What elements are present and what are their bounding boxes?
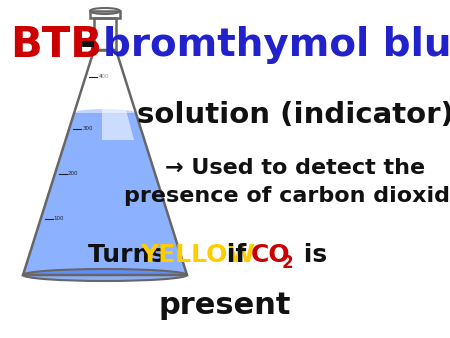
Text: bromthymol blue: bromthymol blue: [103, 26, 450, 64]
Text: Turns: Turns: [88, 243, 174, 267]
Ellipse shape: [74, 109, 136, 117]
Text: solution (indicator): solution (indicator): [136, 101, 450, 129]
Polygon shape: [102, 65, 134, 140]
Text: if: if: [218, 243, 255, 267]
Text: BTB: BTB: [10, 24, 102, 66]
Text: presence of carbon dioxide: presence of carbon dioxide: [125, 186, 450, 206]
Text: YELLOW: YELLOW: [140, 243, 255, 267]
Text: is: is: [295, 243, 327, 267]
Text: 200: 200: [68, 171, 78, 176]
Text: 2: 2: [282, 254, 293, 272]
Ellipse shape: [23, 269, 187, 281]
Text: → Used to detect the: → Used to detect the: [165, 158, 425, 178]
Text: -: -: [80, 26, 110, 64]
Polygon shape: [23, 113, 187, 275]
Text: CO: CO: [251, 243, 291, 267]
Text: present: present: [159, 290, 291, 319]
Text: 100: 100: [54, 216, 64, 221]
Text: 400: 400: [99, 74, 109, 79]
Text: 300: 300: [82, 126, 93, 131]
